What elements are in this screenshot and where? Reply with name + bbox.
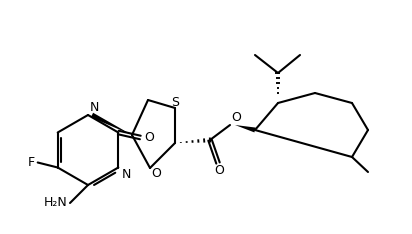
Text: F: F xyxy=(28,156,35,169)
Polygon shape xyxy=(91,113,132,135)
Text: O: O xyxy=(214,164,224,177)
Text: O: O xyxy=(151,167,161,180)
Text: S: S xyxy=(171,96,179,109)
Text: O: O xyxy=(144,131,154,144)
Text: N: N xyxy=(90,101,99,114)
Text: N: N xyxy=(121,168,131,182)
Text: H₂N: H₂N xyxy=(44,197,68,209)
Text: O: O xyxy=(231,111,241,124)
Polygon shape xyxy=(235,125,255,132)
